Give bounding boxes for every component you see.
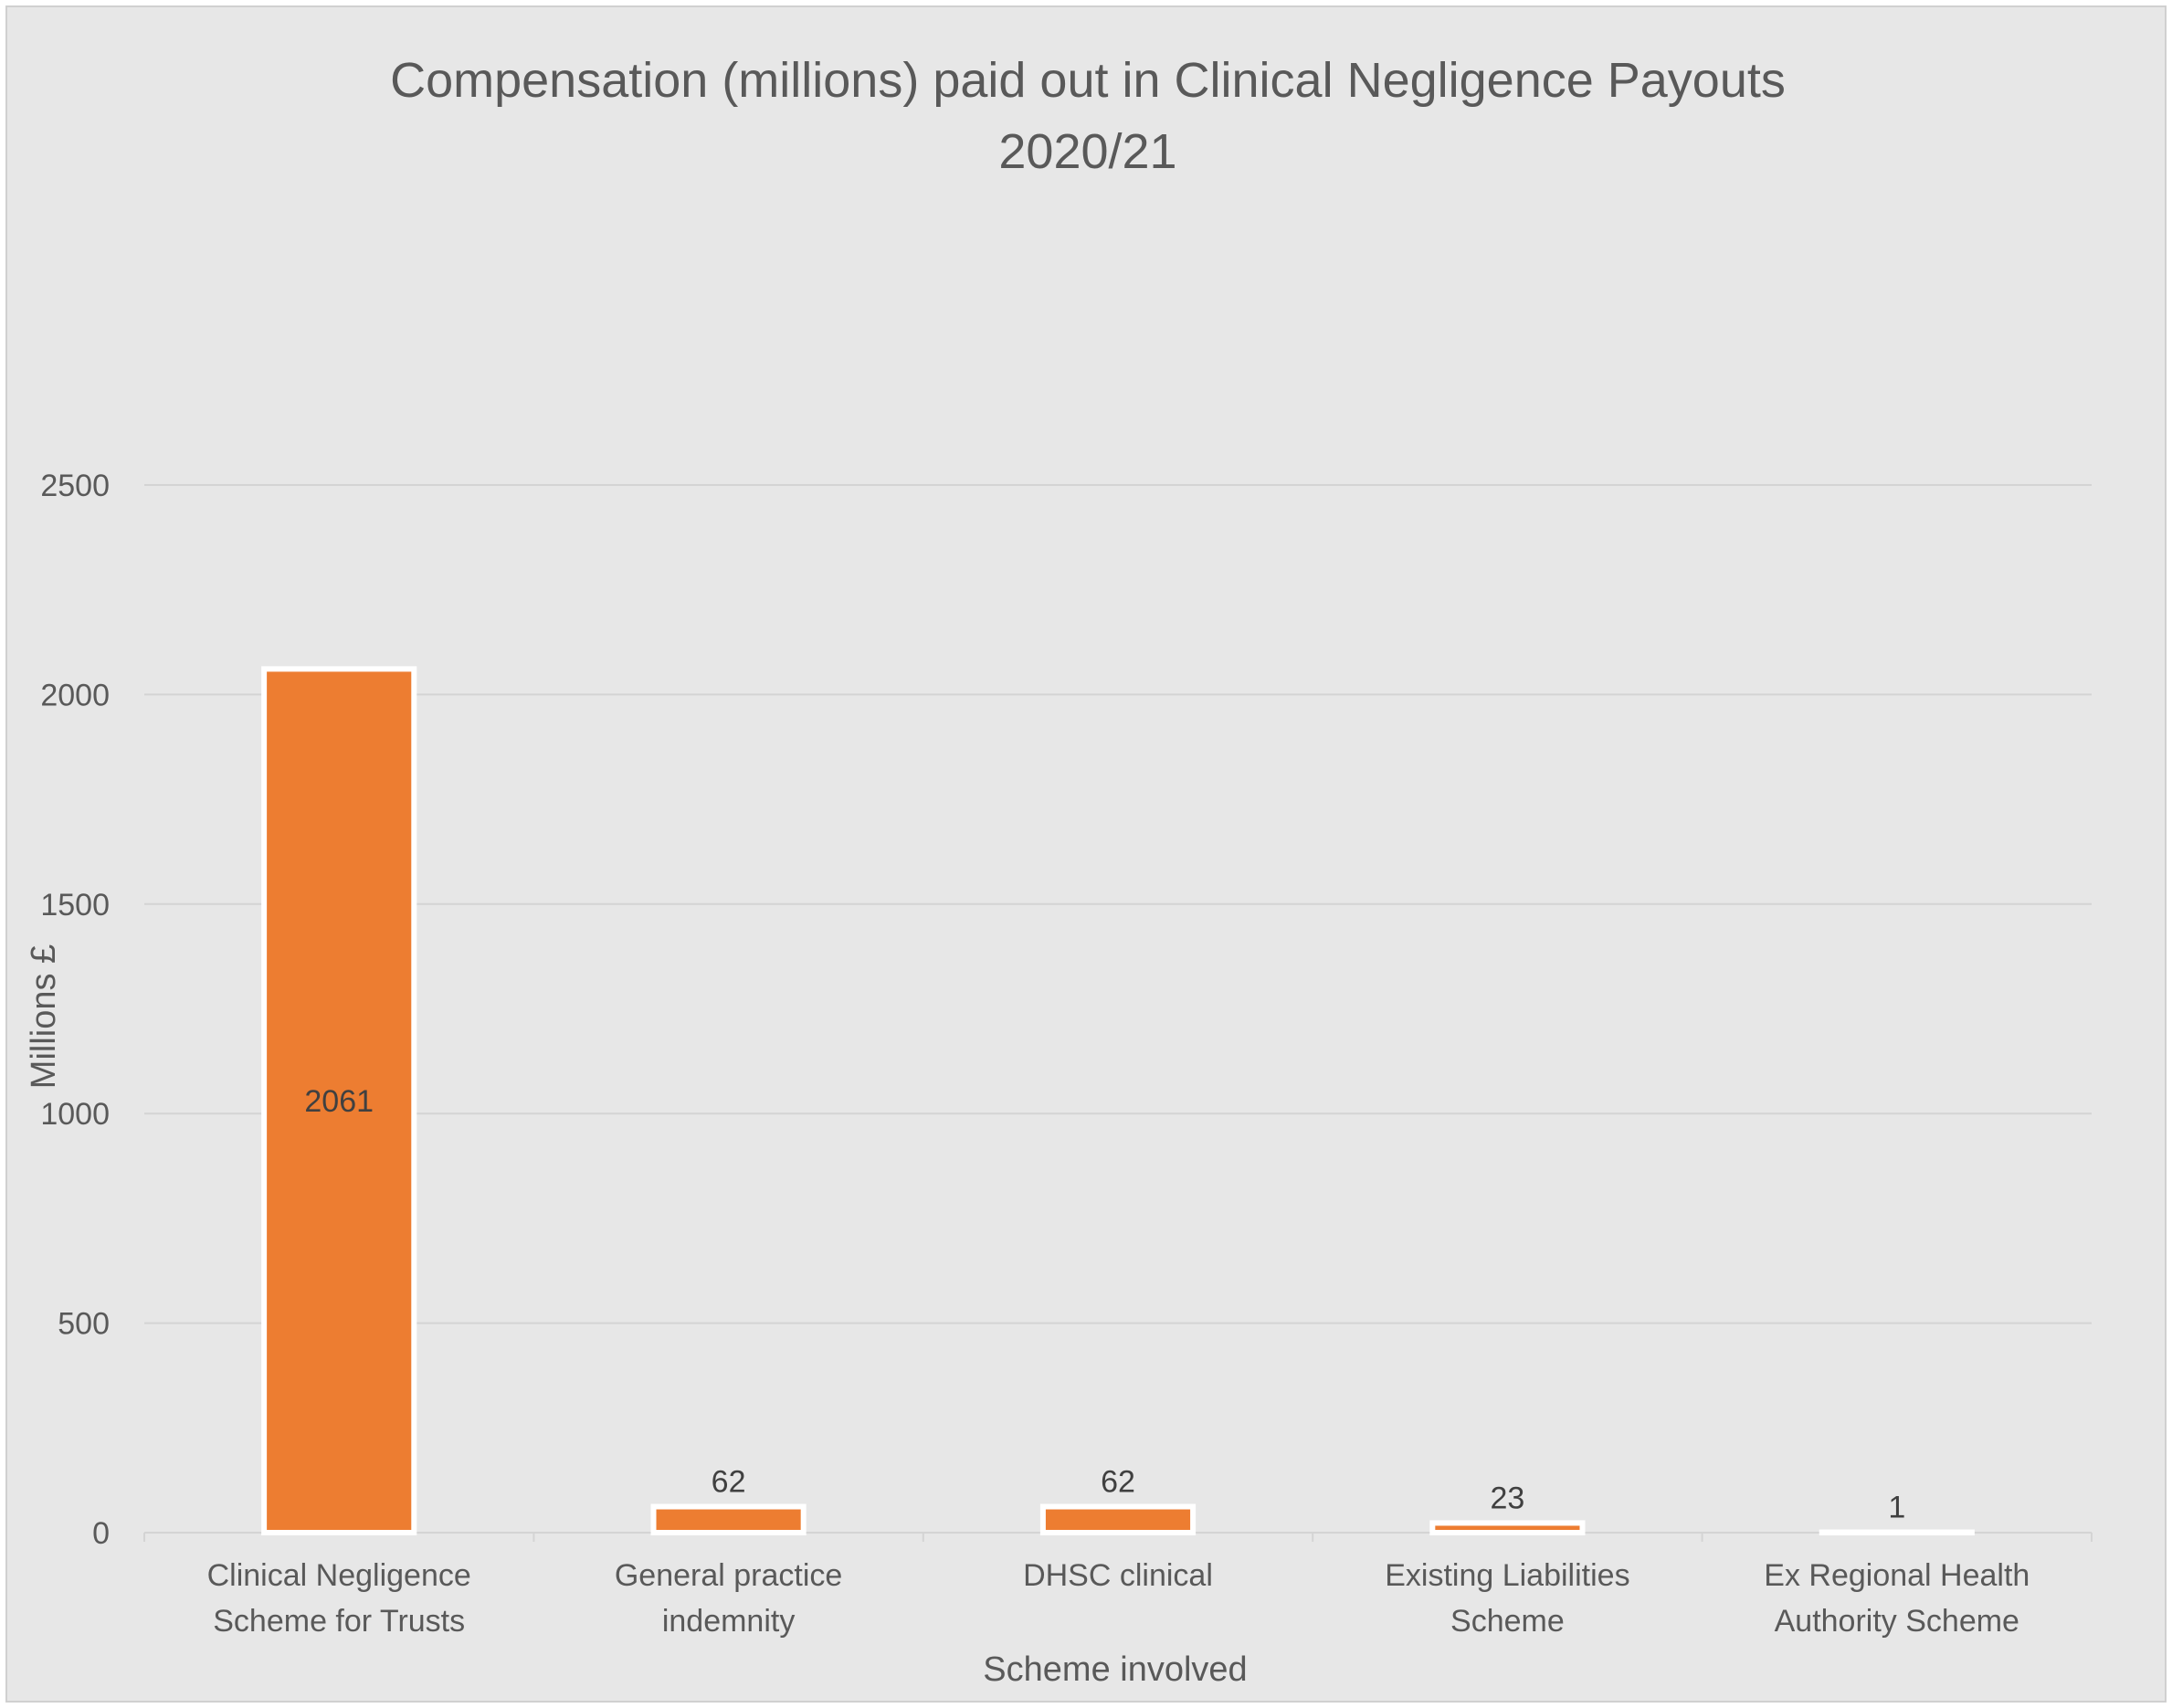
- bar: [261, 666, 417, 1535]
- x-category-label: DHSC clinical: [1023, 1558, 1213, 1593]
- data-label: 62: [712, 1465, 746, 1500]
- x-axis-categories: Clinical Negligence Scheme for Trusts Gene…: [207, 1558, 2030, 1639]
- gridlines: [143, 484, 2093, 1542]
- bar: [1039, 1503, 1197, 1536]
- bar: [650, 1503, 807, 1536]
- y-tick-label: 2000: [40, 678, 110, 712]
- bar: [1819, 1529, 1975, 1536]
- y-axis-title: Millions £: [25, 944, 63, 1089]
- y-tick-label: 1000: [40, 1097, 110, 1132]
- bar: [1429, 1520, 1586, 1536]
- x-category-label: Authority Scheme: [1775, 1604, 2019, 1639]
- y-tick-label: 1500: [40, 888, 110, 923]
- chart-subtitle: 2020/21: [998, 124, 1176, 179]
- chart-frame: Compensation (millions) paid out in Clin…: [5, 5, 2167, 1703]
- y-tick-label: 0: [92, 1516, 110, 1551]
- x-category-label: Scheme: [1450, 1604, 1565, 1639]
- y-axis-ticks: 0 500 1000 1500 2000 2500: [40, 469, 110, 1551]
- data-label: 1: [1888, 1491, 1905, 1525]
- x-category-label: General practice: [615, 1558, 842, 1593]
- chart-title: Compensation (millions) paid out in Clin…: [390, 53, 1786, 108]
- data-label: 2061: [304, 1084, 374, 1119]
- x-category-label: Clinical Negligence: [207, 1558, 471, 1593]
- x-axis-title: Scheme involved: [983, 1650, 1247, 1689]
- y-tick-label: 500: [58, 1307, 110, 1342]
- bar-chart: Compensation (millions) paid out in Clin…: [25, 53, 2093, 1689]
- x-category-label: Scheme for Trusts: [213, 1604, 465, 1639]
- bars: [261, 666, 1975, 1536]
- data-label: 62: [1101, 1465, 1135, 1500]
- x-category-label: indemnity: [662, 1604, 796, 1639]
- x-category-label: Existing Liabilities: [1385, 1558, 1629, 1593]
- data-labels: 2061 62 62 23 1: [304, 1084, 1905, 1524]
- x-category-label: Ex Regional Health: [1764, 1558, 2030, 1593]
- y-tick-label: 2500: [40, 469, 110, 503]
- data-label: 23: [1490, 1481, 1524, 1515]
